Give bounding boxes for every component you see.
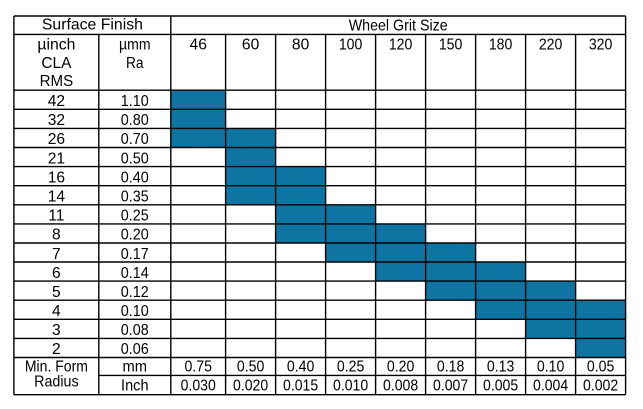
svg-text:60: 60	[242, 36, 260, 53]
svg-text:0.12: 0.12	[121, 284, 149, 301]
svg-text:0.70: 0.70	[121, 131, 149, 148]
svg-text:0.40: 0.40	[121, 169, 149, 186]
svg-text:3: 3	[52, 322, 61, 339]
svg-text:Wheel Grit Size: Wheel Grit Size	[349, 18, 448, 35]
svg-text:0.004: 0.004	[533, 378, 568, 395]
svg-text:4: 4	[52, 303, 61, 320]
svg-text:6: 6	[52, 265, 61, 282]
svg-text:0.50: 0.50	[237, 359, 265, 376]
svg-text:11: 11	[48, 208, 64, 225]
svg-text:2: 2	[52, 341, 61, 358]
svg-text:0.18: 0.18	[437, 359, 465, 376]
svg-text:42: 42	[48, 93, 65, 110]
svg-text:Ra: Ra	[126, 55, 144, 72]
svg-text:0.007: 0.007	[433, 378, 468, 395]
svg-text:32: 32	[48, 112, 65, 129]
svg-text:0.50: 0.50	[121, 150, 149, 167]
svg-text:µmm: µmm	[119, 36, 151, 53]
svg-text:mm: mm	[123, 359, 148, 376]
svg-text:0.75: 0.75	[184, 359, 212, 376]
svg-text:100: 100	[339, 36, 363, 53]
svg-text:RMS: RMS	[40, 73, 74, 90]
svg-text:26: 26	[48, 131, 65, 148]
svg-text:0.06: 0.06	[121, 341, 149, 358]
svg-text:0.10: 0.10	[537, 359, 565, 376]
svg-text:0.25: 0.25	[121, 208, 149, 225]
svg-text:µinch: µinch	[37, 36, 75, 53]
svg-text:CLA: CLA	[41, 55, 72, 72]
svg-text:0.030: 0.030	[181, 378, 216, 395]
svg-text:0.020: 0.020	[233, 378, 268, 395]
svg-text:0.20: 0.20	[387, 359, 415, 376]
svg-text:0.05: 0.05	[587, 359, 615, 376]
svg-text:16: 16	[48, 169, 65, 186]
svg-text:180: 180	[489, 36, 513, 53]
svg-text:46: 46	[190, 36, 207, 53]
svg-text:0.010: 0.010	[333, 378, 368, 395]
svg-text:0.008: 0.008	[383, 378, 418, 395]
svg-text:Inch: Inch	[121, 378, 149, 395]
svg-text:Surface Finish: Surface Finish	[42, 16, 143, 33]
svg-text:0.002: 0.002	[583, 378, 618, 395]
svg-text:0.80: 0.80	[121, 112, 149, 129]
svg-text:220: 220	[539, 36, 563, 53]
svg-text:0.005: 0.005	[483, 378, 518, 395]
svg-text:5: 5	[52, 284, 61, 301]
svg-text:0.14: 0.14	[121, 265, 149, 282]
svg-text:8: 8	[52, 227, 61, 244]
svg-text:120: 120	[389, 36, 413, 53]
svg-text:0.40: 0.40	[287, 359, 315, 376]
svg-text:Min. Form: Min. Form	[25, 358, 88, 375]
svg-text:0.13: 0.13	[487, 359, 515, 376]
svg-text:21: 21	[48, 150, 65, 167]
svg-text:0.015: 0.015	[283, 378, 318, 395]
svg-text:1.10: 1.10	[121, 93, 149, 110]
svg-text:0.20: 0.20	[121, 227, 149, 244]
svg-text:14: 14	[48, 189, 66, 206]
svg-text:0.35: 0.35	[121, 189, 149, 206]
svg-text:0.08: 0.08	[121, 322, 149, 339]
svg-text:80: 80	[292, 36, 310, 53]
svg-text:0.17: 0.17	[121, 246, 149, 263]
svg-text:Radius: Radius	[34, 373, 79, 390]
svg-text:7: 7	[52, 246, 61, 263]
svg-text:0.25: 0.25	[337, 359, 365, 376]
svg-text:150: 150	[439, 36, 463, 53]
svg-text:320: 320	[589, 36, 613, 53]
svg-text:0.10: 0.10	[121, 303, 149, 320]
